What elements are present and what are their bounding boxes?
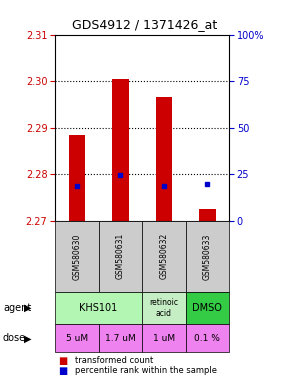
Text: 0.1 %: 0.1 % [194, 334, 220, 343]
Text: transformed count: transformed count [75, 356, 154, 365]
Text: agent: agent [3, 303, 31, 313]
Text: ▶: ▶ [24, 333, 31, 343]
Bar [112, 79, 129, 221]
Text: percentile rank within the sample: percentile rank within the sample [75, 366, 218, 375]
Text: ■: ■ [58, 356, 67, 366]
Text: GDS4912 / 1371426_at: GDS4912 / 1371426_at [72, 18, 218, 31]
Text: ■: ■ [58, 366, 67, 376]
Text: 5 uM: 5 uM [66, 334, 88, 343]
Text: ▶: ▶ [24, 303, 31, 313]
Text: DMSO: DMSO [192, 303, 222, 313]
Bar [156, 98, 172, 221]
Text: KHS101: KHS101 [79, 303, 118, 313]
Bar [69, 135, 85, 221]
Bar [199, 209, 216, 221]
Text: GSM580632: GSM580632 [159, 233, 168, 280]
Text: 1.7 uM: 1.7 uM [105, 334, 136, 343]
Text: GSM580633: GSM580633 [203, 233, 212, 280]
Text: 1 uM: 1 uM [153, 334, 175, 343]
Text: GSM580630: GSM580630 [72, 233, 81, 280]
Text: dose: dose [3, 333, 26, 343]
Text: GSM580631: GSM580631 [116, 233, 125, 280]
Text: retinoic
acid: retinoic acid [149, 298, 178, 318]
